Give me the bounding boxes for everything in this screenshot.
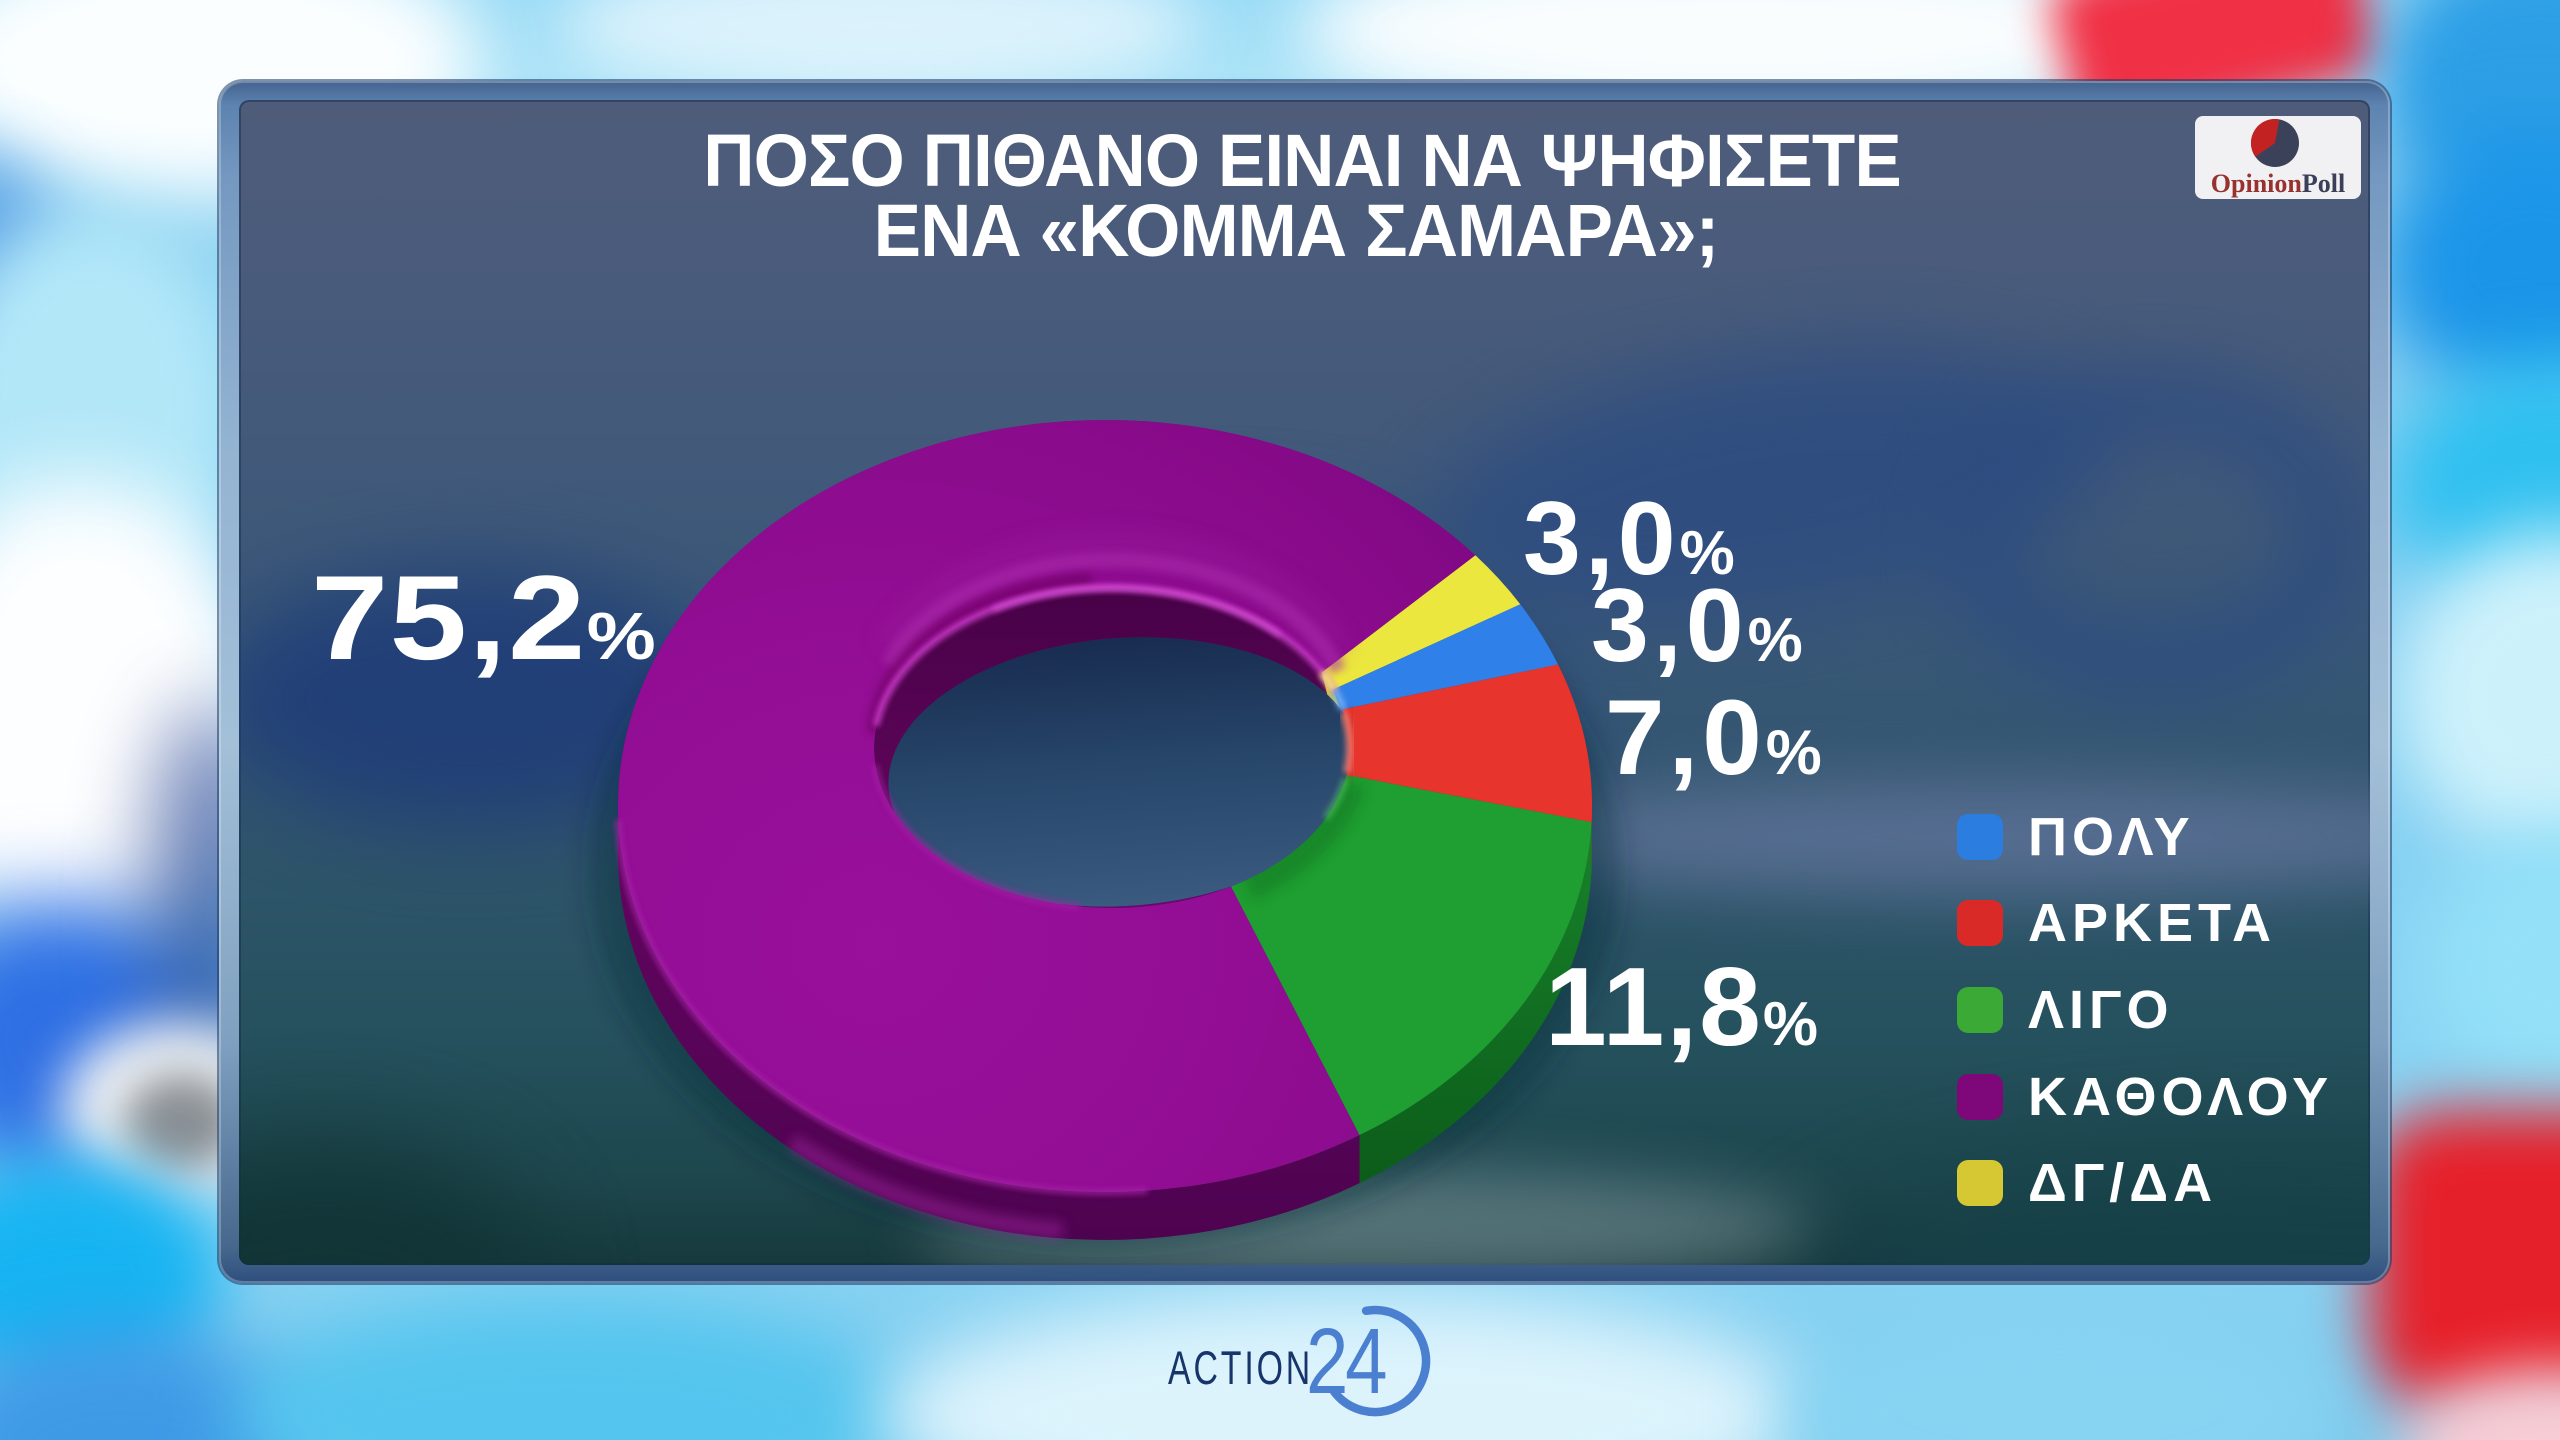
svg-text:24: 24 — [1306, 1310, 1385, 1414]
svg-text:OpinionPoll: OpinionPoll — [2211, 169, 2345, 198]
